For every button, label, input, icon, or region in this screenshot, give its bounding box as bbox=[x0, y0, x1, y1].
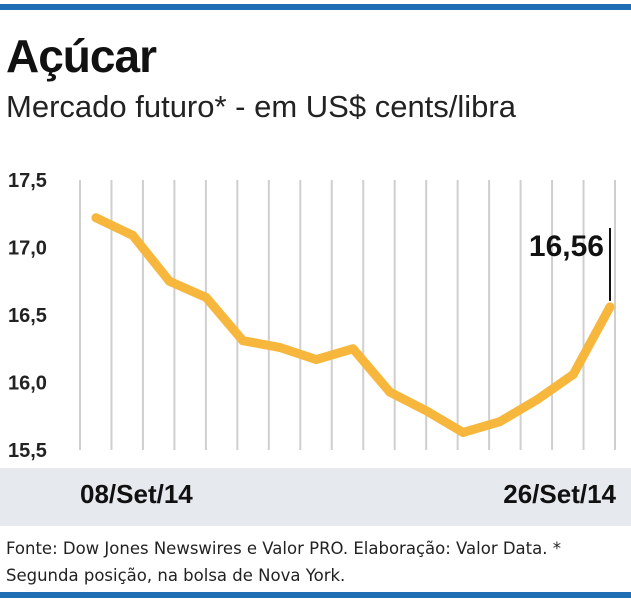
data-point bbox=[532, 395, 542, 405]
y-tick-label: 17,0 bbox=[8, 238, 47, 260]
series-points bbox=[91, 213, 615, 437]
data-point bbox=[348, 344, 358, 354]
x-axis-band bbox=[0, 468, 631, 526]
vertical-grid bbox=[79, 180, 616, 450]
y-tick-label: 15,5 bbox=[8, 440, 47, 462]
data-point bbox=[605, 302, 615, 312]
y-tick-label: 16,0 bbox=[8, 373, 47, 395]
data-point bbox=[495, 417, 505, 427]
chart-subtitle: Mercado futuro* - em US$ cents/libra bbox=[6, 89, 516, 124]
data-point bbox=[275, 342, 285, 352]
data-point bbox=[421, 406, 431, 416]
data-point bbox=[385, 387, 395, 397]
x-end-label: 26/Set/14 bbox=[503, 479, 616, 509]
y-tick-label: 16,5 bbox=[8, 305, 47, 327]
data-point bbox=[91, 213, 101, 223]
data-point bbox=[238, 336, 248, 346]
line-chart: 17,5 17,0 16,5 16,0 15,5 16,56 bbox=[8, 170, 616, 462]
top-rule bbox=[0, 4, 631, 10]
chart-title: Açúcar bbox=[6, 30, 157, 82]
data-point bbox=[164, 276, 174, 286]
data-point bbox=[201, 292, 211, 302]
data-point bbox=[128, 230, 138, 240]
data-point bbox=[458, 427, 468, 437]
last-value-label: 16,56 bbox=[529, 230, 604, 263]
x-start-label: 08/Set/14 bbox=[80, 479, 193, 509]
bottom-rule bbox=[0, 592, 631, 598]
source-note: Fonte: Dow Jones Newswires e Valor PRO. … bbox=[6, 539, 561, 585]
data-point bbox=[311, 355, 321, 365]
y-tick-label: 17,5 bbox=[8, 170, 47, 192]
data-point bbox=[568, 369, 578, 379]
y-axis-ticks: 17,5 17,0 16,5 16,0 15,5 bbox=[8, 170, 47, 462]
